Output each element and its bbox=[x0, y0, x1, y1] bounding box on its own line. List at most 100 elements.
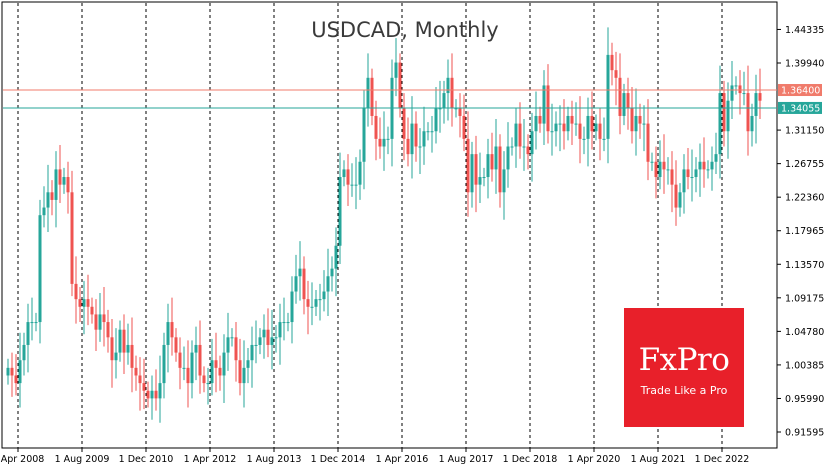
candle-body bbox=[58, 169, 62, 185]
candle bbox=[330, 256, 334, 292]
candle bbox=[714, 132, 718, 174]
candle bbox=[590, 91, 594, 150]
candle bbox=[190, 340, 194, 399]
y-axis: 1.44335 1.39940 1.31150 1.26755 1.22360 1.179… bbox=[777, 25, 824, 439]
candle-body bbox=[558, 123, 562, 125]
y-tick-label: 1.00385 bbox=[785, 360, 824, 371]
candle-body bbox=[98, 314, 102, 330]
candle bbox=[378, 117, 382, 159]
candle bbox=[234, 322, 238, 382]
candle-body bbox=[122, 329, 126, 353]
candle bbox=[626, 77, 630, 130]
candle bbox=[134, 355, 138, 391]
candle-body bbox=[286, 322, 290, 324]
candle bbox=[170, 297, 174, 356]
candle bbox=[258, 328, 262, 355]
y-tick-label: 1.44335 bbox=[785, 25, 824, 36]
y-tick-label: 1.04780 bbox=[785, 327, 824, 338]
candle-body bbox=[90, 306, 94, 315]
candle bbox=[14, 354, 18, 396]
candle-body bbox=[162, 344, 166, 384]
candle-body bbox=[642, 123, 646, 125]
candle-body bbox=[522, 146, 526, 148]
candle-body bbox=[638, 115, 642, 124]
x-tick-label: 1 Dec 2014 bbox=[311, 454, 366, 465]
x-axis: 1 Apr 2008 1 Aug 2009 1 Dec 2010 1 Apr 2012… bbox=[0, 448, 749, 465]
candle-body bbox=[282, 322, 286, 324]
y-tick-label: 1.17965 bbox=[785, 226, 824, 237]
candle-body bbox=[562, 123, 566, 132]
candle bbox=[62, 167, 66, 194]
candle-body bbox=[138, 375, 142, 384]
candle bbox=[218, 355, 222, 391]
candle bbox=[734, 76, 738, 95]
candle-body bbox=[338, 177, 342, 246]
candle-body bbox=[742, 93, 746, 95]
candle bbox=[678, 183, 682, 217]
candle bbox=[334, 227, 338, 297]
candle bbox=[150, 375, 154, 420]
candle bbox=[706, 160, 710, 179]
candle-body bbox=[534, 115, 538, 132]
candle-body bbox=[66, 177, 70, 193]
candle bbox=[662, 134, 666, 194]
candle bbox=[710, 146, 714, 191]
candle-body bbox=[82, 299, 86, 307]
candle bbox=[610, 42, 614, 86]
candle-body bbox=[114, 352, 118, 361]
candle bbox=[282, 297, 286, 341]
candle-body bbox=[706, 169, 710, 171]
candle-body bbox=[538, 115, 542, 124]
candle-body bbox=[270, 337, 274, 345]
candle-body bbox=[710, 161, 714, 170]
candle-body bbox=[262, 329, 266, 338]
candle bbox=[634, 88, 638, 156]
candle bbox=[434, 86, 438, 144]
candle-body bbox=[206, 383, 210, 385]
candle-body bbox=[698, 161, 702, 170]
candle-body bbox=[306, 299, 310, 307]
candle bbox=[50, 180, 54, 216]
candle bbox=[686, 148, 690, 190]
candle-body bbox=[746, 93, 750, 132]
candle-body bbox=[50, 192, 54, 200]
x-tick-label: 1 Aug 2013 bbox=[247, 454, 302, 465]
candle-body bbox=[418, 146, 422, 148]
candle bbox=[74, 256, 78, 324]
x-tick-label: 1 Aug 2009 bbox=[55, 454, 110, 465]
candle-body bbox=[494, 146, 498, 170]
candle bbox=[422, 106, 426, 165]
candle-body bbox=[362, 108, 366, 162]
candle-body bbox=[714, 154, 718, 162]
candle-body bbox=[402, 108, 406, 139]
candle bbox=[346, 154, 350, 207]
candle bbox=[526, 134, 530, 170]
candle bbox=[286, 312, 290, 332]
candle bbox=[606, 27, 610, 164]
candle-body bbox=[146, 390, 150, 399]
candle bbox=[522, 119, 526, 171]
candle bbox=[594, 114, 598, 141]
logo-tagline: Trade Like a Pro bbox=[640, 384, 728, 397]
candle-body bbox=[422, 131, 426, 147]
candle bbox=[550, 103, 554, 156]
candle bbox=[38, 199, 42, 344]
candle-body bbox=[198, 344, 202, 376]
candle-body bbox=[586, 115, 590, 139]
candle-body bbox=[54, 169, 58, 200]
candle bbox=[306, 280, 310, 335]
candle bbox=[582, 126, 586, 155]
candle-body bbox=[314, 299, 318, 307]
candle bbox=[638, 103, 642, 139]
candle bbox=[666, 157, 670, 185]
candle bbox=[110, 319, 114, 388]
candle-body bbox=[610, 54, 614, 71]
candle-body bbox=[678, 192, 682, 208]
candle-body bbox=[190, 352, 194, 384]
candle bbox=[274, 325, 278, 353]
candle bbox=[478, 152, 482, 203]
candle-body bbox=[330, 268, 334, 277]
candle bbox=[222, 334, 226, 403]
candle-body bbox=[490, 154, 494, 170]
candle-body bbox=[514, 123, 518, 147]
